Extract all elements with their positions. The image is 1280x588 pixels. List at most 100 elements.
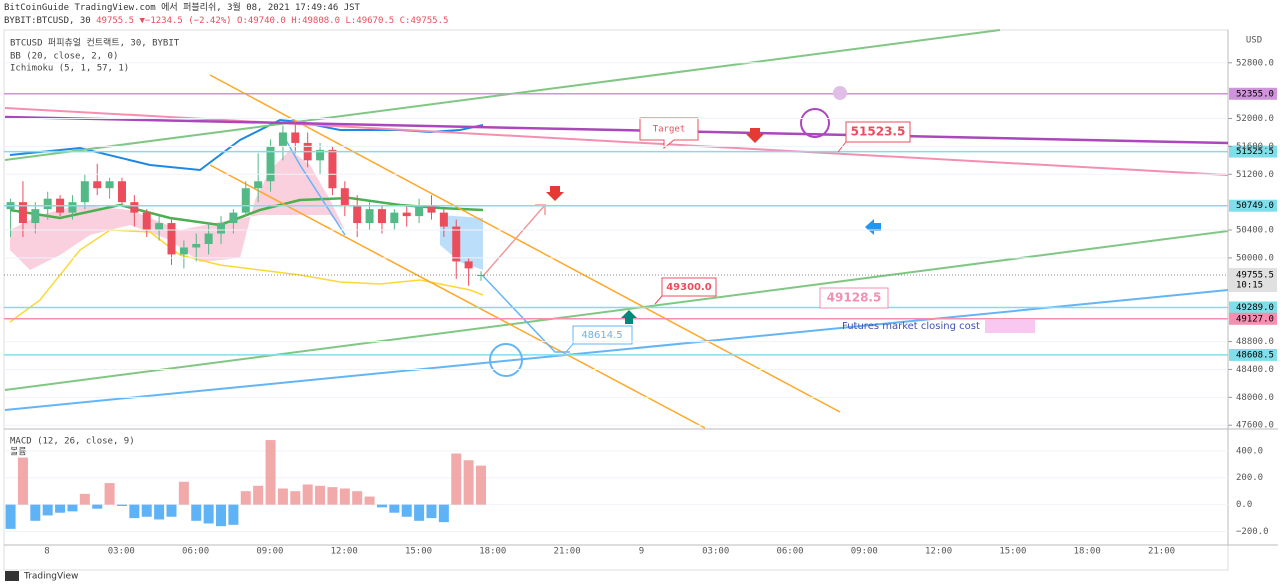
candle-body <box>452 226 461 262</box>
candle-body <box>377 209 386 224</box>
macd-bar <box>451 453 462 505</box>
macd-pane: 400.0 200.0 0.0 −200.0 <box>4 440 1269 537</box>
level-badge <box>1229 348 1277 361</box>
legend-item: BB (20, close, 2, 0) <box>10 52 118 62</box>
level-badge <box>1229 199 1277 212</box>
y-tick-label: 47600.0 <box>1236 421 1274 431</box>
candle-body <box>328 149 337 189</box>
macd-bar <box>253 485 264 505</box>
x-tick-label: 15:00 <box>405 547 432 557</box>
macd-bar <box>5 504 16 529</box>
trendline <box>4 29 1001 161</box>
price: 49755.5 <box>96 16 135 26</box>
label-box <box>819 287 889 309</box>
candle-body <box>266 146 275 182</box>
macd-bar <box>463 460 474 505</box>
price-annotation: 48614.5 <box>581 330 622 341</box>
price-annotation: 49300.0 <box>666 282 712 293</box>
macd-bar <box>166 504 177 517</box>
sad-icon <box>489 343 523 377</box>
macd-bar <box>116 504 127 506</box>
level-label: 52355.0 <box>1236 89 1274 99</box>
candle-body <box>117 181 126 203</box>
candle-body <box>204 233 213 244</box>
macd-bar <box>79 493 90 505</box>
label-box <box>572 325 633 345</box>
price-annotation: 51523.5 <box>851 125 906 139</box>
candle-body <box>179 247 188 255</box>
y-tick-label: 50000.0 <box>1236 253 1274 263</box>
macd-sub: 볼륨 <box>10 447 27 458</box>
arrow: ▼ <box>139 16 145 26</box>
candle-body <box>278 132 287 147</box>
quote-line: BYBIT:BTCUSD, 30 49755.5 ▼−1234.5 (−2.42… <box>4 15 448 28</box>
header: BitCoinGuide TradingView.com 에서 퍼블리쉬, 3월… <box>4 2 448 28</box>
down-arrow <box>546 186 564 201</box>
forecast-arrow <box>482 204 547 277</box>
x-tick-label: 03:00 <box>108 547 135 557</box>
x-tick-label: 12:00 <box>331 547 358 557</box>
ichimoku-cloud <box>440 215 483 270</box>
level-badge <box>1229 312 1277 325</box>
macd-bar <box>240 491 251 505</box>
ohlc: C:49755.5 <box>399 16 449 26</box>
level-badge <box>1229 87 1277 100</box>
x-tick-label: 03:00 <box>702 547 729 557</box>
macd-bar <box>277 488 288 505</box>
macd-bar <box>302 484 313 505</box>
label-box <box>845 121 911 143</box>
macd-bar <box>315 485 326 505</box>
candle-body <box>439 212 448 227</box>
macd-bar <box>141 504 152 517</box>
currency: USD <box>1246 36 1262 46</box>
candle-body <box>340 188 349 206</box>
y-tick-label: 52000.0 <box>1236 114 1274 124</box>
x-tick-label: 06:00 <box>776 547 803 557</box>
callout <box>639 117 699 150</box>
x-tick-label: 18:00 <box>479 547 506 557</box>
target-label: Target <box>653 125 686 135</box>
candle-body <box>390 212 399 224</box>
note: Futures market closing cost <box>842 321 980 332</box>
x-tick-label: 21:00 <box>554 547 581 557</box>
macd-bar <box>327 487 338 505</box>
y-tick-label: 0.0 <box>1236 500 1252 510</box>
left-arrow <box>865 219 881 235</box>
last-price-badge <box>1229 267 1277 292</box>
path-line <box>282 134 346 236</box>
legend-item: BTCUSD 퍼피츄얼 컨트랙트, 30, BYBIT <box>10 38 180 49</box>
x-tick-label: 18:00 <box>1074 547 1101 557</box>
ohlc: O:49740.0 <box>237 16 286 26</box>
macd-bar <box>265 440 276 505</box>
y-tick-label: 48800.0 <box>1236 337 1274 347</box>
candle-body <box>415 205 424 217</box>
brand: TradingView <box>23 572 78 582</box>
candle-body <box>229 212 238 224</box>
candle-body <box>68 202 77 213</box>
y-tick-label: 50400.0 <box>1236 226 1274 236</box>
legend-item: Ichimoku (5, 1, 57, 1) <box>10 64 129 74</box>
candle-body <box>402 212 411 217</box>
level-badge <box>1229 145 1277 158</box>
macd-bar <box>191 504 202 521</box>
macd-bar <box>352 491 363 505</box>
macd-bar <box>17 457 28 505</box>
macd-bar <box>67 504 78 512</box>
pig-icon <box>833 86 847 100</box>
label-box <box>661 277 717 297</box>
x-tick-label: 9 <box>639 547 644 557</box>
candle-body <box>130 202 139 213</box>
y-tick-label: 48000.0 <box>1236 393 1274 403</box>
macd-bar <box>426 504 437 519</box>
macd-bar <box>92 504 103 509</box>
candle-body <box>167 223 176 255</box>
pointer <box>565 343 574 353</box>
candle-body <box>254 181 263 189</box>
candle-body <box>105 181 114 189</box>
pointer <box>837 141 847 153</box>
candle-body <box>192 243 201 248</box>
x-tick-label: 12:00 <box>925 547 952 557</box>
macd-bar <box>339 488 350 505</box>
macd-bar <box>154 504 165 520</box>
